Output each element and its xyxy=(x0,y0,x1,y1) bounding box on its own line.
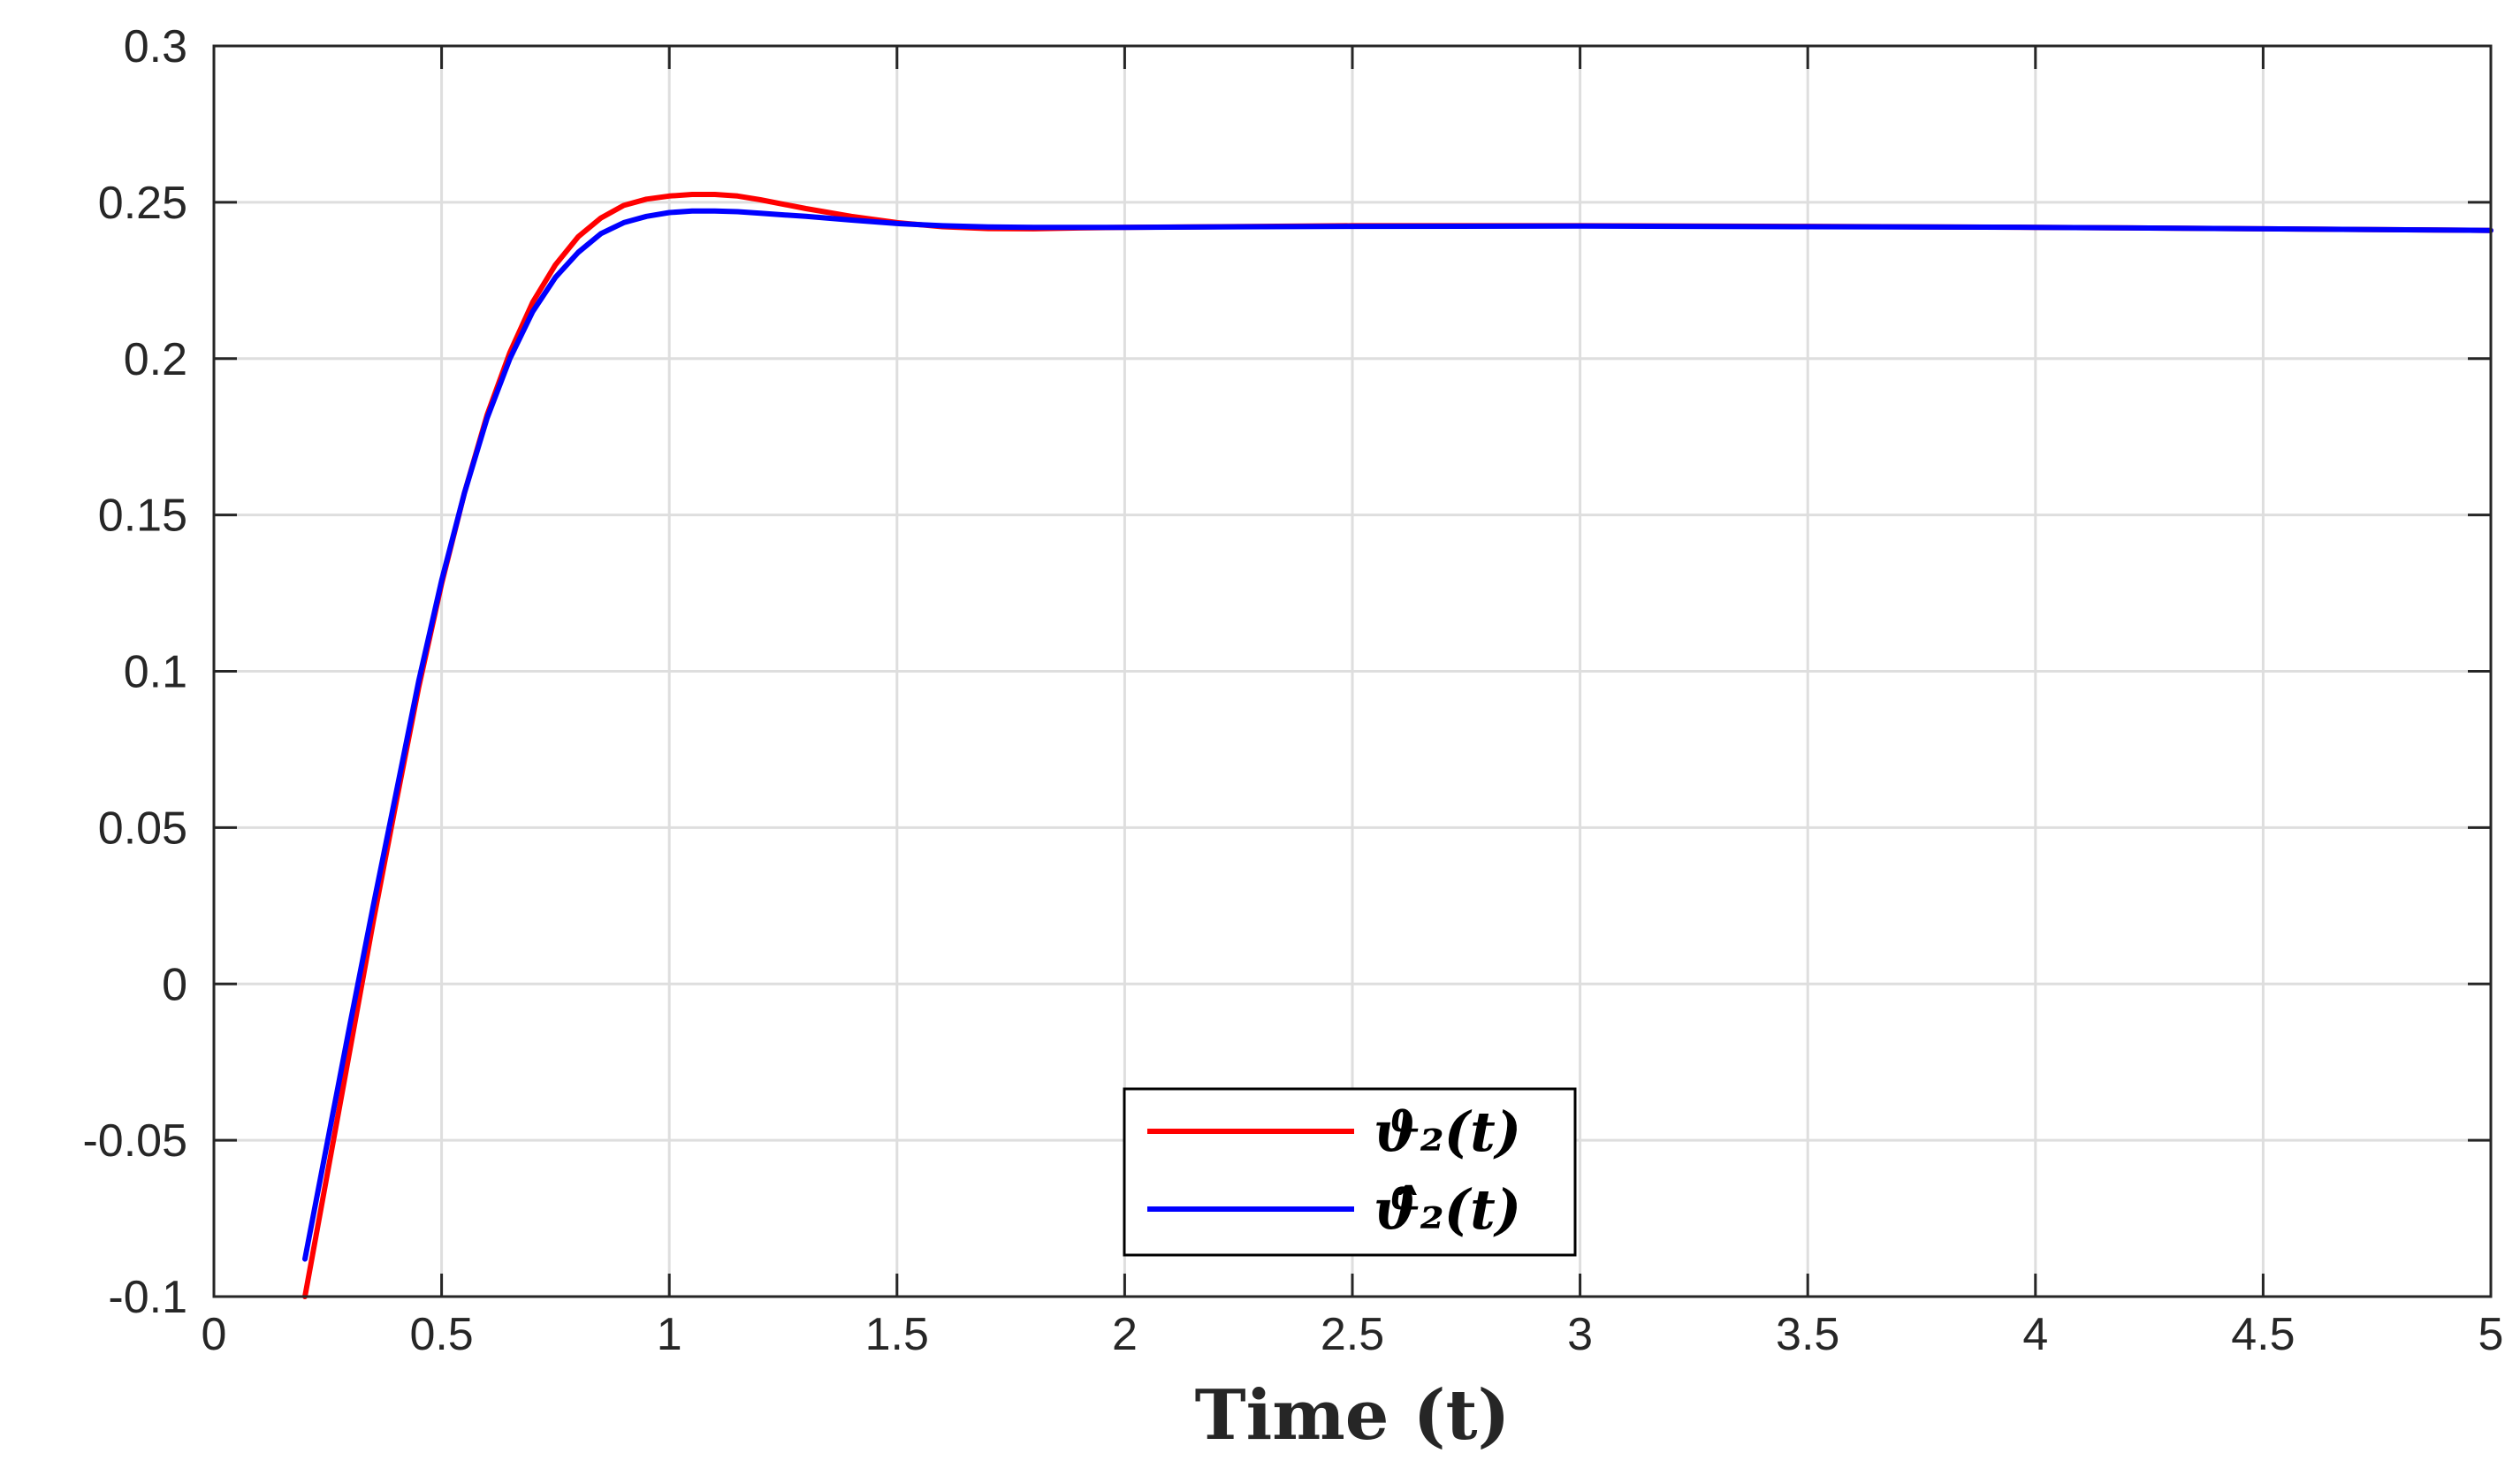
x-tick-label: 4.5 xyxy=(2231,1309,2295,1360)
y-tick-labels: -0.1 -0.05 0 0.05 0.1 0.15 0.2 0.25 0.3 xyxy=(82,21,187,1323)
y-tick-label: 0.2 xyxy=(124,334,187,385)
legend-label: ϑ̂₂(t) xyxy=(1374,1177,1521,1242)
series-lines xyxy=(302,192,2493,1299)
x-tick-label: 0 xyxy=(202,1309,227,1360)
x-axis-title: Time (t) xyxy=(1195,1375,1511,1456)
y-tick-label: 0.05 xyxy=(98,803,187,854)
legend-box xyxy=(1123,1087,1577,1257)
x-tick-label: 0.5 xyxy=(409,1309,473,1360)
y-tick-label: 0.15 xyxy=(98,491,187,542)
x-tick-labels: 0 0.5 1 1.5 2 2.5 3 3.5 4 4.5 5 xyxy=(202,1309,2504,1360)
x-tick-label: 2.5 xyxy=(1321,1309,1384,1360)
y-tick-label: 0.1 xyxy=(124,647,187,698)
y-tick-label: 0.25 xyxy=(98,178,187,229)
y-tick-label: -0.1 xyxy=(108,1272,187,1323)
y-tick-label: 0.3 xyxy=(124,21,187,72)
legend: ϑ₂(t) ϑ̂₂(t) xyxy=(1123,1087,1577,1257)
x-tick-label: 4 xyxy=(2022,1309,2048,1360)
x-tick-label: 5 xyxy=(2478,1309,2504,1360)
series-line xyxy=(302,208,2493,1262)
x-tick-label: 1 xyxy=(657,1309,682,1360)
x-tick-label: 2 xyxy=(1112,1309,1138,1360)
axis-ticks xyxy=(212,44,2493,1298)
x-tick-label: 3.5 xyxy=(1776,1309,1839,1360)
x-tick-label: 3 xyxy=(1567,1309,1593,1360)
x-tick-label: 1.5 xyxy=(865,1309,929,1360)
legend-label: ϑ₂(t) xyxy=(1374,1099,1521,1164)
y-tick-label: -0.05 xyxy=(82,1115,187,1167)
y-tick-label: 0 xyxy=(162,959,187,1010)
